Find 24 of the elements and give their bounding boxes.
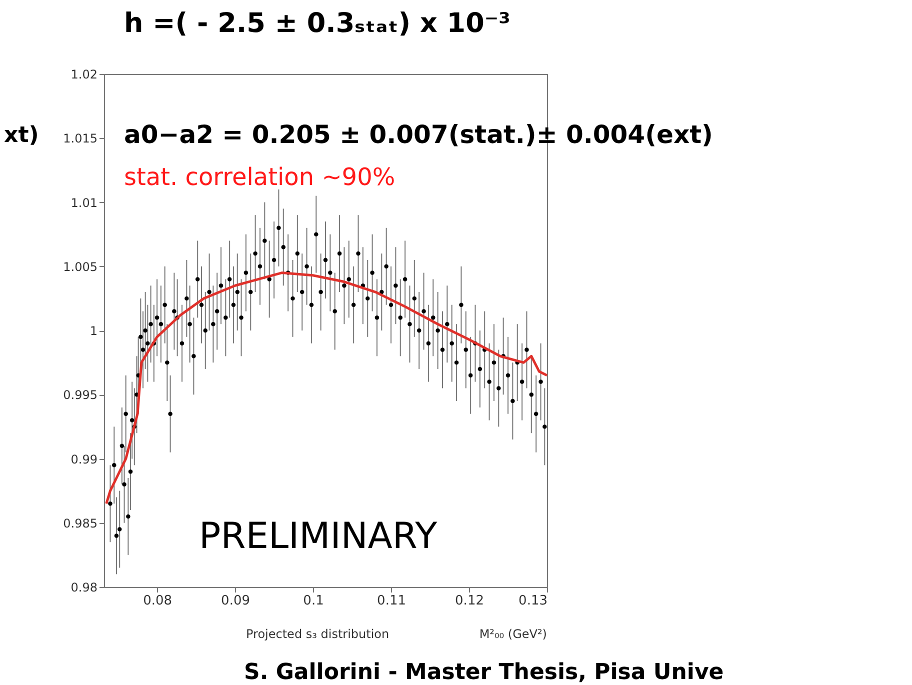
y-tick-label: 0.985 [63,516,98,530]
x-tick-label: 0.13 [518,594,548,608]
y-tick-label: 0.98 [70,580,98,594]
chart-title: h =( - 2.5 ± 0.3ₛₜₐₜ) x 10⁻³ [124,8,510,39]
text: xt) [4,123,39,148]
y-tick-label: 1.015 [63,132,98,146]
line-series [105,272,548,505]
x-tick-label: 0.1 [303,594,324,608]
y-tick-label: 1.02 [70,68,98,82]
x-tick-label: 0.09 [221,594,250,608]
text: S. Gallorini - Master Thesis, Pisa Unive [244,660,724,685]
y-tick-label: 1 [90,324,98,338]
y-tick-label: 0.99 [70,452,98,466]
x-tick-label: 0.12 [455,594,484,608]
x-axis-title: M²₀₀ (GeV²) [479,627,547,641]
text: Projected s₃ distribution [246,627,390,641]
y-tick-label: 1.005 [63,260,98,274]
x-tick-label: 0.08 [143,594,172,608]
annotation: stat. correlation ~90% [124,163,396,191]
x-tick-label: 0.11 [377,594,406,608]
y-tick-label: 1.01 [70,196,98,210]
annotation: PRELIMINARY [199,516,438,557]
annotation: a0−a2 = 0.205 ± 0.007(stat.)± 0.004(ext) [124,120,713,149]
y-tick-label: 0.995 [63,388,98,402]
